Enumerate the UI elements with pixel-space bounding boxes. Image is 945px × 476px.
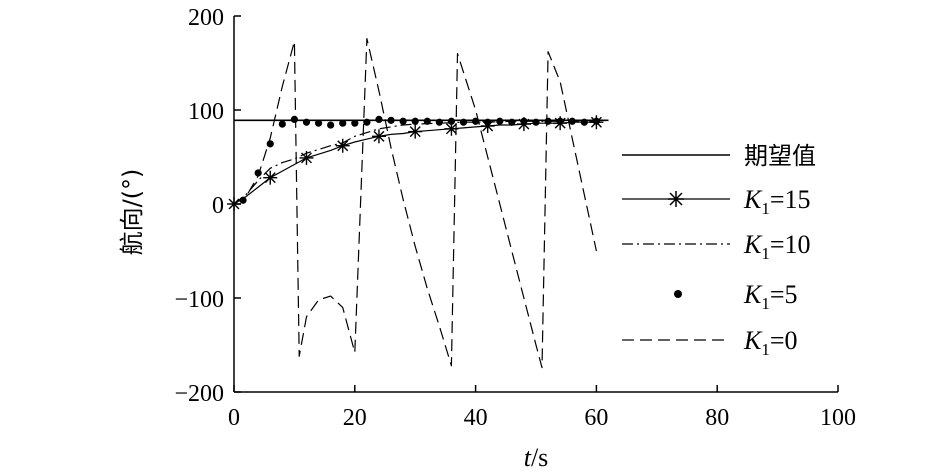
legend-k10-rest: =10 <box>770 230 811 259</box>
marker-star-15 <box>408 124 423 139</box>
legend-k5-main: K <box>743 280 763 309</box>
marker-dot-25 <box>532 118 540 126</box>
marker-dot-17 <box>435 118 443 126</box>
marker-dot-3 <box>266 140 274 148</box>
marker-star-3 <box>263 170 278 185</box>
legend-k0-sub: 1 <box>761 340 770 359</box>
marker-dot-8 <box>327 121 335 129</box>
marker-dot-29 <box>580 118 588 126</box>
marker-dot-20 <box>472 117 480 125</box>
series-4 <box>233 37 597 369</box>
legend-marker-k5 <box>674 290 682 298</box>
legend-k5-rest: =5 <box>770 280 798 309</box>
x-tick-label-2: 40 <box>464 405 488 431</box>
series-2 <box>233 120 597 205</box>
legend-k15-main: K <box>743 185 763 214</box>
marker-dot-14 <box>399 117 407 125</box>
marker-dot-4 <box>278 120 286 128</box>
legend-k15-rest: =15 <box>770 185 811 214</box>
y-tick-label-0: 200 <box>188 5 224 31</box>
y-axis-title: 航向/(°) <box>118 169 146 256</box>
marker-dot-19 <box>459 118 468 126</box>
marker-dot-24 <box>520 117 528 125</box>
marker-dot-27 <box>556 117 564 125</box>
legend-label-k0: K1=0 <box>743 326 798 359</box>
marker-dot-22 <box>496 117 504 125</box>
series-line-2 <box>233 120 597 205</box>
marker-dot-15 <box>411 117 419 125</box>
marker-dot-28 <box>568 117 576 125</box>
x-axis-title: t/s <box>524 443 549 472</box>
marker-dot-5 <box>290 115 298 123</box>
marker-dot-6 <box>302 118 311 126</box>
series-line-4 <box>233 37 597 369</box>
x-tick-label-3: 60 <box>584 405 608 431</box>
legend-marker-k15 <box>668 191 684 207</box>
y-tick-label-2: 0 <box>212 193 224 219</box>
x-tick-label-0: 0 <box>228 405 240 431</box>
legend-label-k10: K1=10 <box>743 230 811 263</box>
legend-k10-sub: 1 <box>761 244 770 263</box>
legend-k0-rest: =0 <box>770 326 798 355</box>
x-tick-label-5: 100 <box>820 405 856 431</box>
marker-star-12 <box>371 129 386 144</box>
x-tick-label-1: 20 <box>343 405 367 431</box>
marker-dot-23 <box>508 118 516 126</box>
series-1 <box>227 115 604 211</box>
legend-k10-main: K <box>743 230 763 259</box>
marker-dot-30 <box>592 117 601 125</box>
y-tick-label-3: −100 <box>174 287 224 313</box>
series-layer <box>227 37 609 369</box>
marker-dot-12 <box>375 115 383 123</box>
legend-k5-sub: 1 <box>761 294 770 313</box>
series-3 <box>239 115 601 204</box>
y-tick-label-4: −200 <box>174 381 224 407</box>
marker-dot-10 <box>351 119 359 127</box>
marker-dot-21 <box>484 118 492 126</box>
x-tick-label-4: 80 <box>705 405 729 431</box>
marker-dot-13 <box>387 116 395 124</box>
legend-label-k15: K1=15 <box>743 185 811 218</box>
marker-star-9 <box>335 138 350 153</box>
legend-k0-main: K <box>743 326 763 355</box>
tick-labels: 0 20 40 60 80 100 200 100 0 −100 −200 <box>174 5 856 431</box>
legend-k15-sub: 1 <box>761 199 770 218</box>
legend-label-desired: 期望值 <box>744 142 816 170</box>
marker-dot-26 <box>544 117 552 125</box>
legend: 期望值 K1=15 K1=10 K1=5 K1=0 <box>622 142 816 359</box>
legend-label-k5: K1=5 <box>743 280 798 313</box>
marker-dot-1 <box>239 196 247 204</box>
y-tick-label-1: 100 <box>188 99 224 125</box>
x-axis-title-unit: /s <box>531 443 548 472</box>
marker-dot-16 <box>423 117 431 125</box>
marker-dot-7 <box>314 119 323 127</box>
x-axis-title-var: t <box>524 443 532 472</box>
marker-dot-11 <box>363 118 371 126</box>
marker-dot-9 <box>339 119 347 127</box>
marker-dot-18 <box>447 117 456 125</box>
